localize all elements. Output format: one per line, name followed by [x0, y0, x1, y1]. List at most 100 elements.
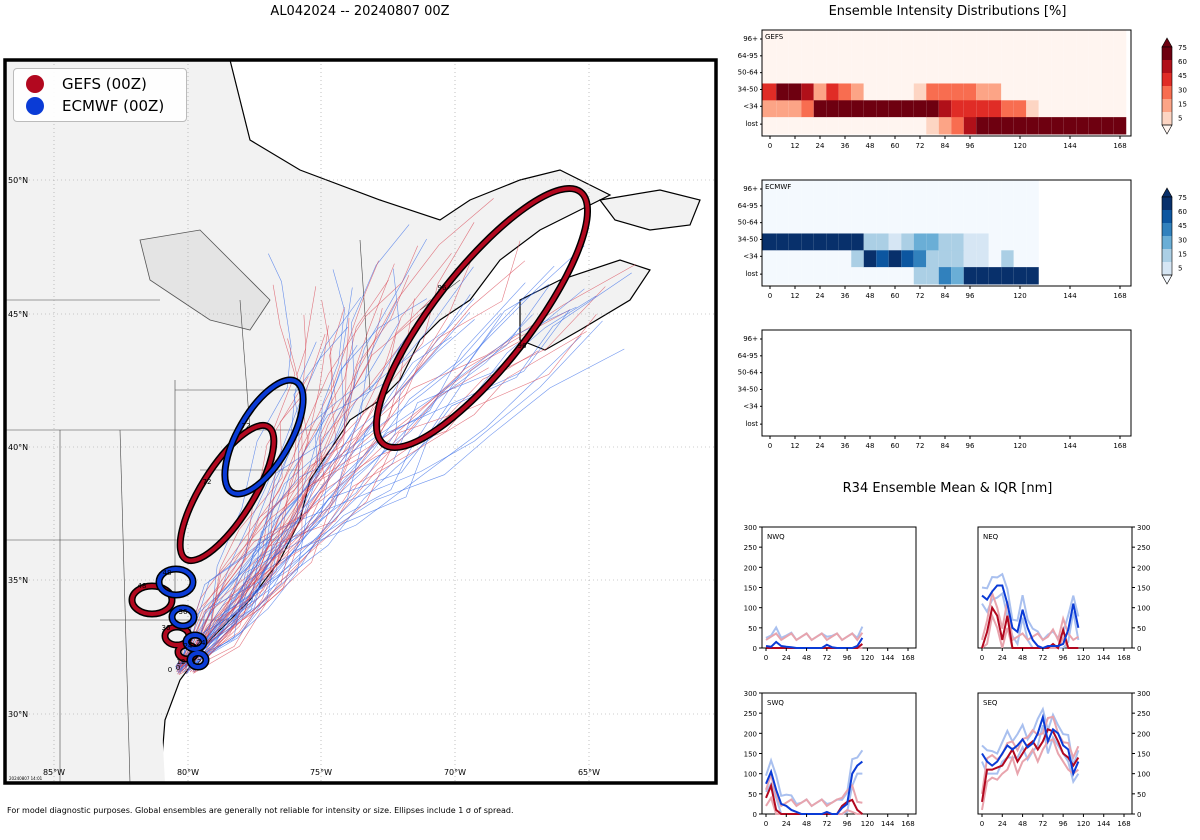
heat-cell-34-50-24 [813, 83, 827, 101]
heat-cell-<34-78 [926, 100, 939, 118]
ecmwf-track [184, 326, 349, 669]
heat-cell-50-64-162 [1101, 66, 1114, 84]
heat-cell-96+-36 [838, 30, 852, 51]
heat-cell-96+-150 [1076, 30, 1089, 51]
heat-cell-96+-12 [788, 180, 802, 201]
heat-cell-lost-60 [888, 267, 902, 285]
heat-cell-96+-78 [926, 30, 939, 51]
heat-cell-96+-72 [913, 180, 927, 201]
heat-cell-34-50-114 [1001, 233, 1014, 251]
x-tick-label: 168 [1113, 292, 1126, 300]
heat-cell-34-50-126 [1026, 233, 1039, 251]
colorbar-band [1162, 210, 1172, 223]
r34-x-tick-label: 120 [861, 820, 874, 828]
heat-cell-64-95-96 [963, 49, 977, 68]
heat-cell-34-50-42 [851, 83, 864, 101]
heat-cell-lost-84 [938, 117, 952, 135]
heat-cell-<34-0 [762, 100, 777, 118]
colorbar-max-arrow [1161, 37, 1173, 48]
colorbar-tick-label: 75 [1178, 44, 1187, 52]
r34-x-tick-label: 72 [822, 820, 831, 828]
heat-cell-96+-6 [776, 30, 789, 51]
heat-cell-34-50-84 [938, 233, 952, 251]
map-lon-labels: 85°W 80°W 75°W 70°W 65°W [43, 768, 600, 777]
r34-x-tick-label: 144 [1097, 654, 1111, 662]
heat-cell-96+-138 [1051, 30, 1064, 51]
heat-cell-lost-24 [813, 117, 827, 135]
r34-y-tick-label: 150 [1137, 585, 1150, 593]
r34-x-tick-label: 48 [1018, 654, 1027, 662]
heat-cell-96+-102 [976, 180, 989, 201]
heat-cell-96+-108 [988, 180, 1002, 201]
heat-cell-96+-90 [951, 180, 964, 201]
x-tick-label: 36 [841, 142, 850, 150]
heat-cell-34-50-96 [963, 83, 977, 101]
colorbar-min-arrow [1161, 274, 1173, 285]
r34-y-tick-label: 0 [1137, 645, 1141, 653]
heat-cell-96+-126 [1026, 180, 1039, 201]
x-tick-label: 72 [916, 442, 925, 450]
heat-cell-50-64-24 [813, 66, 827, 84]
r34-x-tick-label: 48 [802, 820, 811, 828]
r34-iqr-upper [981, 706, 1080, 766]
r34-mean-line [981, 713, 1080, 778]
heat-cell-64-95-60 [888, 49, 902, 68]
heat-cell-34-50-102 [976, 233, 989, 251]
row-label: 50-64 [738, 69, 759, 77]
colorbar-tick-label: 15 [1178, 100, 1187, 108]
heat-cell-64-95-30 [826, 199, 839, 218]
lon-label-85: 85°W [43, 768, 65, 777]
ecmwf-track [177, 313, 502, 669]
heat-cell-<34-114 [1001, 100, 1014, 118]
heat-cell-<34-84 [938, 100, 952, 118]
r34-panel-seq: SEQ 300 250 200 150 100 50 0 0 24 48 72 96 120 144 168 [977, 690, 1150, 828]
heat-cell-lost-108 [988, 267, 1002, 285]
heat-cell-34-50-114 [1001, 83, 1014, 101]
heat-cell-64-95-72 [913, 199, 927, 218]
r34-x-tick-label: 144 [881, 820, 895, 828]
heat-cell-50-64-138 [1051, 66, 1064, 84]
heat-cell-64-95-54 [876, 199, 889, 218]
r34-x-tick-label: 72 [1038, 654, 1047, 662]
gefs-label-96a: 96 [438, 284, 447, 292]
heat-cell-lost-6 [776, 267, 789, 285]
heat-cell-64-95-102 [976, 49, 989, 68]
heat-cell-lost-138 [1051, 117, 1064, 135]
heat-cell-34-50-30 [826, 83, 839, 101]
x-tick-label: 96 [966, 292, 975, 300]
x-tick-label: 144 [1063, 142, 1077, 150]
colorbar-frame [1161, 46, 1173, 126]
heat-cell-50-64-48 [863, 216, 877, 234]
heat-cell-96+-48 [863, 180, 877, 201]
heat-cell-<34-102 [976, 100, 989, 118]
r34-quadrant-label: NEQ [983, 533, 999, 541]
colorbar-tick-label: 60 [1178, 208, 1187, 216]
heat-cell-64-95-24 [813, 199, 827, 218]
colorbar-tick-label: 30 [1178, 236, 1187, 244]
heat-cell-34-50-126 [1026, 83, 1039, 101]
heat-cell-50-64-120 [1013, 216, 1027, 234]
ecmwf-track [176, 253, 292, 670]
heat-cell-64-95-90 [951, 49, 964, 68]
heat-cell-34-50-66 [901, 233, 914, 251]
gefs-track [178, 198, 494, 675]
colorbar-band [1162, 86, 1172, 99]
heat-cell-lost-24 [813, 267, 827, 285]
heat-cell-64-95-114 [1001, 199, 1014, 218]
heat-cell-64-95-108 [988, 49, 1002, 68]
heat-cell-50-64-126 [1026, 66, 1039, 84]
heat-cell-<34-0 [762, 250, 777, 268]
heat-cell-50-64-36 [838, 216, 852, 234]
r34-y-tick-label: 100 [744, 771, 757, 779]
colorbar-tick-label: 30 [1178, 86, 1187, 94]
heat-cell-lost-42 [851, 117, 864, 135]
r34-y-tick-label: 250 [1137, 544, 1150, 552]
intensity-panel-3: 96+ 64-95 50-64 34-50 <34 lost 0 12 24 36 48 60 72 84… [738, 329, 1132, 450]
heat-cell-<34-156 [1088, 100, 1102, 118]
ecmwf-track [179, 269, 345, 674]
heat-cell-50-64-96 [963, 66, 977, 84]
heat-cell-lost-54 [876, 267, 889, 285]
heat-cell-lost-12 [788, 117, 802, 135]
great-lakes [139, 229, 271, 331]
heat-cell-50-64-0 [762, 66, 777, 84]
